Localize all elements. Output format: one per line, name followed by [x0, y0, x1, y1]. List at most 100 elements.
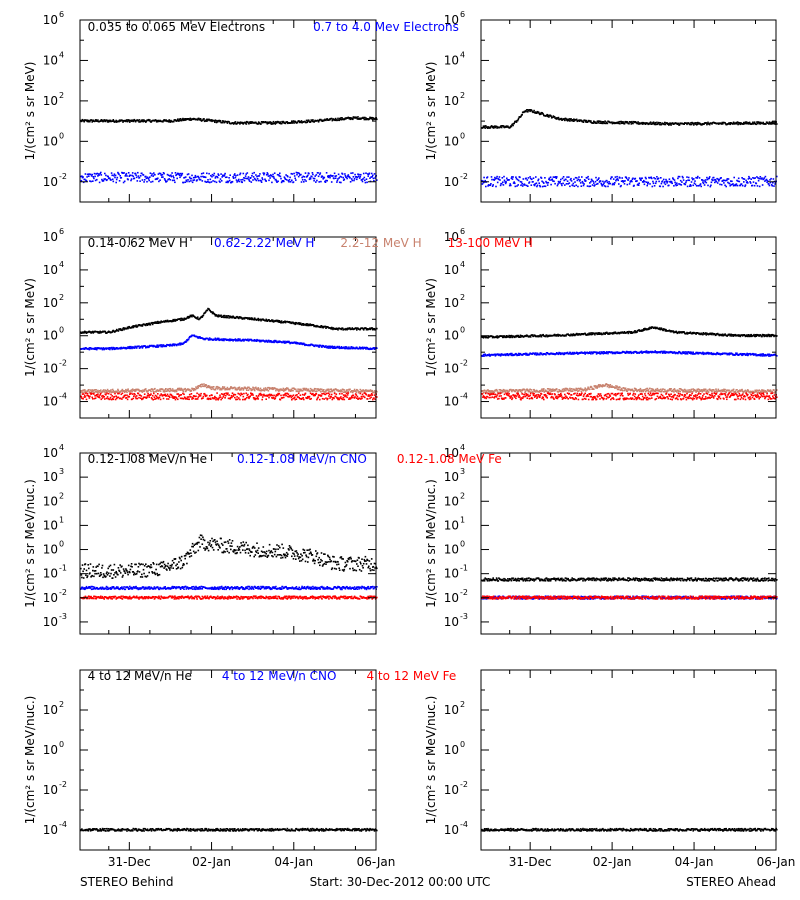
data-point: [178, 389, 180, 391]
data-point: [206, 394, 208, 397]
data-point: [257, 123, 259, 125]
data-point: [532, 177, 535, 179]
data-point: [325, 397, 327, 399]
data-point: [162, 121, 164, 123]
data-point: [657, 177, 660, 180]
data-point: [188, 393, 191, 396]
data-point: [95, 389, 97, 391]
series-protons-ahead-blue: [481, 350, 778, 357]
data-point: [344, 173, 346, 175]
data-point: [604, 185, 607, 188]
data-point: [327, 392, 330, 394]
data-point: [500, 125, 502, 127]
data-point: [319, 388, 322, 390]
data-point: [151, 389, 154, 391]
data-point: [345, 176, 348, 179]
data-point: [504, 181, 506, 183]
data-point: [251, 388, 254, 391]
data-point: [236, 388, 239, 391]
data-point: [107, 119, 109, 122]
data-point: [292, 397, 294, 400]
data-point: [194, 176, 196, 179]
data-point: [338, 119, 340, 122]
data-point: [227, 397, 230, 400]
data-point: [701, 332, 703, 335]
data-point: [716, 177, 718, 180]
data-point: [81, 175, 83, 177]
data-point: [159, 394, 161, 397]
data-point: [664, 328, 666, 331]
data-point: [111, 178, 114, 181]
data-point: [81, 119, 83, 122]
data-point: [685, 122, 688, 124]
data-point: [526, 109, 529, 111]
data-point: [177, 343, 180, 345]
data-point: [722, 179, 725, 181]
data-point: [593, 185, 596, 187]
data-point: [772, 178, 775, 180]
data-point: [312, 393, 314, 395]
data-point: [293, 175, 296, 177]
data-point: [597, 122, 600, 124]
data-point: [747, 178, 750, 180]
data-point: [136, 397, 139, 400]
data-point: [554, 176, 557, 178]
data-point: [356, 395, 359, 398]
data-point: [113, 120, 115, 122]
data-point: [109, 348, 111, 351]
data-point: [158, 180, 160, 183]
data-point: [308, 397, 310, 399]
data-point: [590, 120, 592, 122]
data-point: [228, 317, 230, 319]
data-point: [364, 396, 366, 399]
data-point: [88, 397, 91, 399]
data-point: [330, 175, 332, 177]
data-point: [360, 398, 362, 400]
data-point: [134, 390, 137, 392]
data-point: [195, 386, 197, 388]
data-point: [699, 183, 702, 185]
data-point: [121, 119, 124, 122]
data-point: [736, 121, 739, 123]
data-point: [86, 120, 88, 123]
data-point: [128, 347, 131, 350]
data-point: [351, 390, 354, 392]
data-point: [299, 397, 301, 400]
data-point: [704, 181, 706, 183]
data-point: [270, 123, 273, 125]
data-point: [372, 118, 374, 121]
data-point: [166, 320, 168, 323]
data-point: [147, 394, 150, 397]
data-point: [235, 316, 237, 319]
data-point: [718, 178, 721, 181]
data-point: [769, 123, 772, 125]
data-point: [145, 324, 147, 327]
data-point: [268, 393, 271, 396]
data-point: [586, 185, 589, 187]
data-point: [338, 117, 341, 120]
data-point: [371, 116, 373, 119]
data-point: [146, 324, 149, 326]
data-point: [504, 354, 507, 357]
data-point: [331, 345, 334, 348]
data-point: [83, 391, 85, 393]
data-point: [96, 394, 98, 396]
data-point: [524, 352, 527, 355]
plot-frame: [79, 19, 377, 203]
data-point: [302, 175, 304, 178]
data-point: [581, 176, 583, 178]
data-point: [495, 335, 497, 338]
data-point: [624, 180, 626, 182]
data-point: [376, 118, 378, 121]
data-point: [199, 395, 202, 397]
data-point: [597, 333, 599, 335]
data-point: [617, 121, 619, 123]
data-point: [664, 123, 667, 126]
data-point: [303, 398, 305, 401]
data-point: [517, 184, 519, 186]
data-point: [531, 334, 534, 336]
data-point: [492, 184, 494, 186]
data-point: [330, 328, 332, 330]
data-point: [327, 176, 330, 179]
data-point: [644, 122, 646, 125]
